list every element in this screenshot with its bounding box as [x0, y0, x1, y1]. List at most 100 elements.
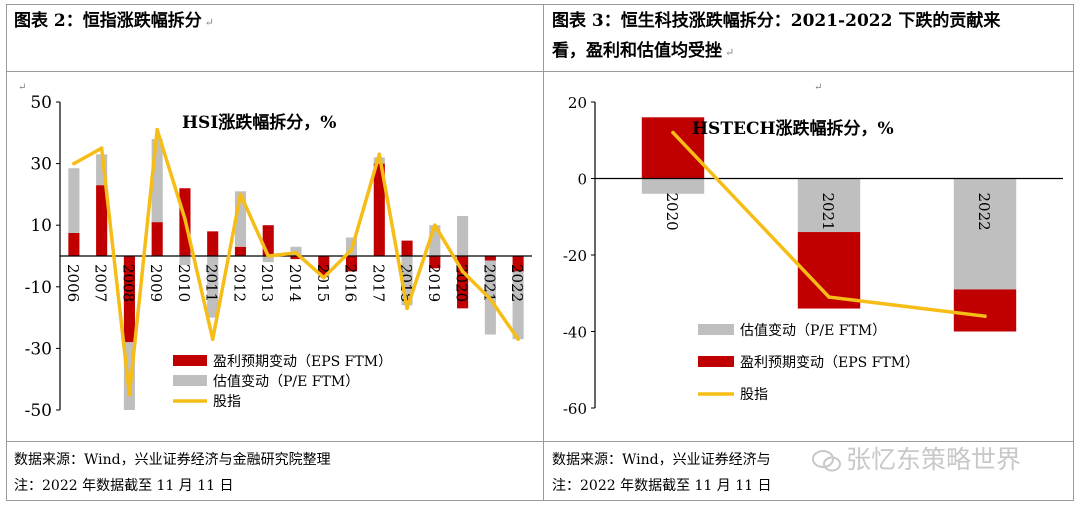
right-note: 注：2022 年数据截至 11 月 11 日: [552, 478, 772, 494]
x-tick-label: 2006: [64, 264, 82, 302]
bar-segment: [123, 342, 135, 410]
x-tick-label: 2012: [230, 264, 248, 302]
legend-label: 股指: [213, 394, 241, 410]
y-tick-label: -30: [25, 339, 52, 359]
report-frame: [6, 4, 1074, 501]
bar-segment: [953, 178, 1017, 290]
bar-segment: [96, 185, 108, 256]
bar-segment: [207, 256, 219, 318]
watermark: 张忆东策略世界: [812, 440, 1021, 476]
hsi-chart: 50 30 10 -10 -30 -50 2006 2007 2008 2009 2010 2011 2…: [18, 82, 532, 421]
title-divider: [6, 71, 1074, 72]
bar-segment: [318, 256, 330, 275]
bar-segment: [151, 222, 163, 256]
y-tick-label: 50: [30, 93, 52, 113]
legend-label: 盈利预期变动（EPS FTM）: [740, 355, 919, 371]
bar-segment: [96, 154, 108, 186]
left-panel-title: 图表 2：恒指涨跌幅拆分 ↵: [14, 11, 214, 31]
y-tick-label: 10: [30, 216, 52, 236]
bar-segment: [68, 232, 80, 256]
bar-segment: [457, 215, 469, 256]
bar-segment: [68, 168, 80, 233]
y-tick-label: -20: [563, 247, 587, 265]
bar-segment: [290, 256, 302, 260]
y-tick-label: -60: [563, 400, 587, 418]
bar-segment: [953, 289, 1017, 332]
bar-segment: [234, 246, 247, 256]
bar-segment: [401, 256, 413, 306]
legend-swatch: [698, 324, 734, 335]
x-tick-label: 2016: [342, 264, 360, 302]
legend-swatch: [173, 375, 207, 386]
bar-segment: [262, 225, 274, 256]
y-tick-label: -10: [25, 278, 52, 298]
legend-label: 估值变动（P/E FTM）: [213, 374, 359, 390]
line-point: [516, 337, 520, 341]
right-panel-title: 图表 3：恒生科技涨跌幅拆分：2021-2022 下跌的贡献来 看，盈利和估值均…: [552, 11, 1001, 61]
line-point: [266, 254, 271, 258]
bar-segment: [429, 225, 441, 256]
bar-segment: [512, 256, 524, 272]
line-point: [183, 217, 187, 221]
line-point: [321, 275, 326, 280]
y-tick-label: -40: [563, 324, 587, 342]
legend-swatch: [173, 355, 207, 366]
line-point: [488, 297, 493, 301]
line-point: [433, 223, 437, 227]
line-point: [99, 146, 104, 150]
x-tick-label: 2022: [508, 264, 526, 302]
line-point: [827, 295, 831, 299]
x-tick-label: 2009: [147, 264, 165, 302]
line-point: [671, 130, 675, 135]
y-tick-label: 20: [568, 94, 587, 112]
line-point: [983, 314, 987, 318]
legend-label: 估值变动（P/E FTM）: [740, 323, 886, 339]
x-tick-label: 2022: [975, 193, 993, 231]
bar-segment: [345, 256, 358, 272]
bar-segment: [207, 231, 219, 256]
bar-segment: [641, 178, 705, 194]
line-point: [349, 248, 354, 252]
x-tick-label: 2017: [369, 264, 387, 302]
footer-divider: [6, 441, 1074, 442]
bar-segment: [797, 178, 861, 233]
bar-segment: [151, 138, 163, 223]
left-note: 注：2022 年数据截至 11 月 11 日: [14, 478, 234, 494]
paragraph-mark-icon: ↵: [725, 46, 735, 59]
bar-segment: [179, 256, 191, 266]
y-tick-label: -50: [25, 401, 52, 421]
paragraph-mark-icon: ↵: [18, 82, 26, 93]
bar-segment: [123, 256, 135, 343]
bar-segment: [512, 271, 524, 340]
x-tick-label: 2020: [663, 193, 681, 231]
line-point: [127, 392, 132, 397]
paragraph-mark-icon: ↵: [204, 16, 214, 29]
bar-segment: [641, 117, 705, 179]
x-tick-label: 2010: [175, 264, 193, 302]
bar-segment: [401, 240, 413, 256]
line-point: [460, 269, 465, 274]
x-tick-label: 2013: [258, 264, 276, 302]
right-source: 数据来源：Wind，兴业证券经济与: [552, 452, 771, 468]
panel-divider: [543, 4, 544, 501]
x-tick-label: 2007: [92, 264, 110, 302]
legend-label: 盈利预期变动（EPS FTM）: [213, 354, 392, 370]
line-point: [210, 337, 215, 341]
x-tick-label: 2008: [119, 264, 137, 302]
line-point: [72, 161, 76, 166]
x-tick-label: 2021: [819, 193, 837, 231]
bar-segment: [484, 256, 496, 261]
chart-title: HSTECH涨跌幅拆分，%: [692, 118, 894, 139]
bar-segment: [429, 256, 441, 269]
x-tick-label: 2011: [203, 264, 221, 302]
bar-segment: [234, 191, 247, 247]
bar-segment: [373, 163, 385, 256]
line-point: [238, 192, 243, 197]
line-point: [294, 251, 298, 255]
bar-segment: [457, 256, 469, 309]
line-point: [405, 306, 409, 311]
left-source: 数据来源：Wind，兴业证券经济与金融研究院整理: [14, 452, 331, 468]
line-point: [155, 127, 159, 132]
bar-segment: [262, 256, 274, 263]
chart-title: HSI涨跌幅拆分，%: [182, 112, 336, 133]
